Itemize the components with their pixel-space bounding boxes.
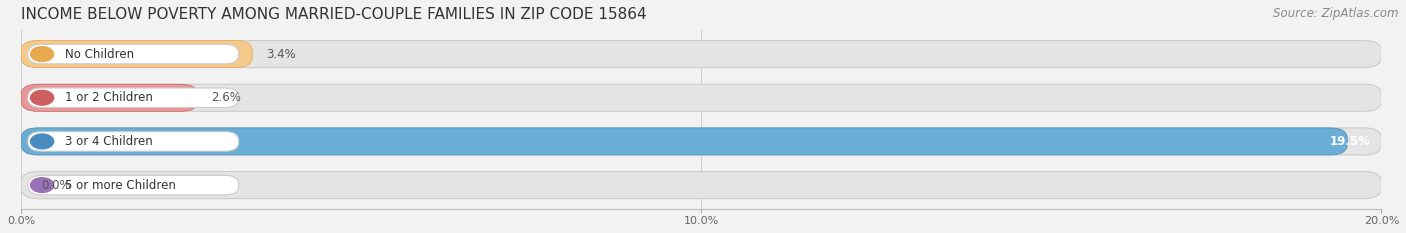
FancyBboxPatch shape [21,84,1381,111]
Text: 3.4%: 3.4% [266,48,295,61]
Text: 5 or more Children: 5 or more Children [65,178,176,192]
FancyBboxPatch shape [21,128,1381,155]
FancyBboxPatch shape [28,44,239,64]
Text: Source: ZipAtlas.com: Source: ZipAtlas.com [1274,7,1399,20]
Circle shape [31,47,53,62]
Circle shape [31,90,53,105]
FancyBboxPatch shape [21,41,1381,68]
Text: No Children: No Children [65,48,134,61]
Circle shape [31,178,53,192]
Circle shape [31,134,53,149]
Text: 2.6%: 2.6% [211,91,242,104]
FancyBboxPatch shape [21,84,198,111]
FancyBboxPatch shape [28,175,239,195]
FancyBboxPatch shape [21,41,252,68]
FancyBboxPatch shape [21,128,1347,155]
FancyBboxPatch shape [28,88,239,107]
Text: 3 or 4 Children: 3 or 4 Children [65,135,152,148]
Text: INCOME BELOW POVERTY AMONG MARRIED-COUPLE FAMILIES IN ZIP CODE 15864: INCOME BELOW POVERTY AMONG MARRIED-COUPL… [21,7,647,22]
FancyBboxPatch shape [21,171,1381,199]
FancyBboxPatch shape [28,132,239,151]
Text: 19.5%: 19.5% [1330,135,1371,148]
Text: 1 or 2 Children: 1 or 2 Children [65,91,152,104]
Text: 0.0%: 0.0% [41,178,72,192]
